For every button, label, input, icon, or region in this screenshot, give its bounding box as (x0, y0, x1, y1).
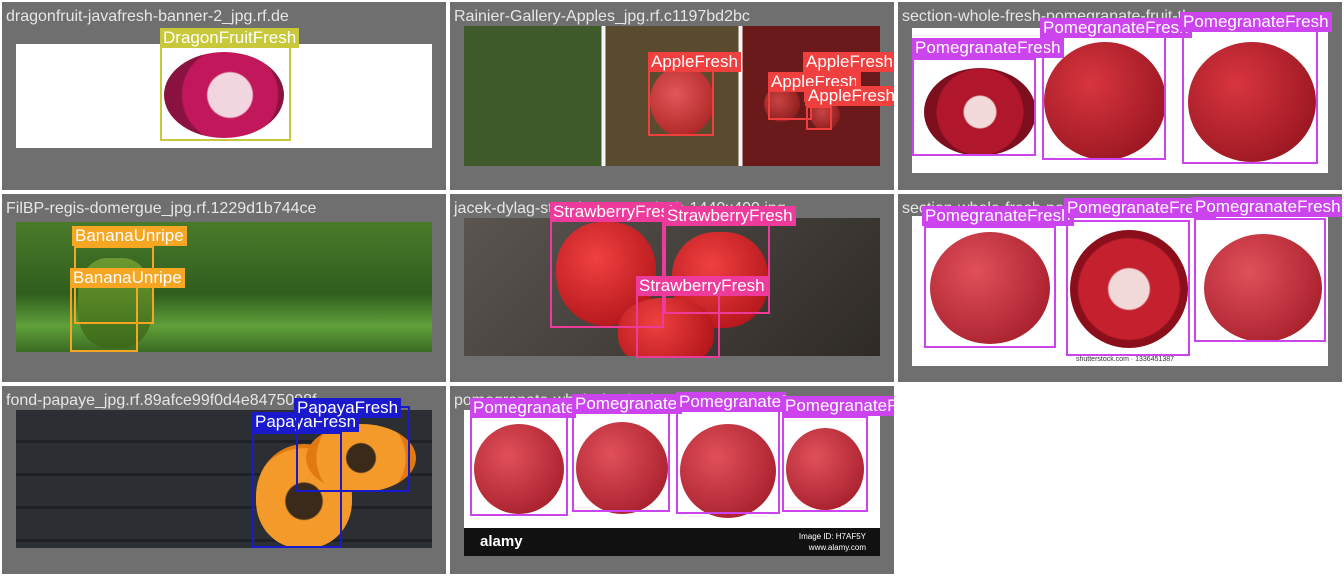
bbox-label: PomegranateFresh (572, 394, 682, 414)
photo-pomegranates: alamy Image ID: H7AF5Y www.alamy.com (464, 410, 880, 556)
watermark: shutterstock.com · 1336451387 (1076, 356, 1175, 363)
tile-title: FilBP-regis-domergue_jpg.rf.1229d1b744ce (6, 200, 317, 217)
pomegranate-shape (1044, 42, 1166, 160)
photo-dragonfruit (16, 44, 432, 148)
bbox-pomegranate (1066, 220, 1190, 356)
tile-pomegranates-top[interactable]: section-whole-fresh-pomegranate-fruit-th… (898, 2, 1342, 190)
photo-pomegranates (912, 28, 1328, 173)
image-footer: alamy Image ID: H7AF5Y www.alamy.com (464, 528, 880, 556)
bbox-label: PomegranateFresh (1180, 12, 1332, 32)
brand-logo: alamy (480, 533, 523, 550)
photo-papaya (16, 410, 432, 548)
bbox-label: BananaUnripe (72, 226, 187, 246)
bbox-label: StrawberryFresh (550, 202, 682, 222)
tile-papaya[interactable]: fond-papaye_jpg.rf.89afce99f0d4e8475098f… (2, 386, 446, 574)
image-url: www.alamy.com (808, 543, 866, 552)
tile-title: dragonfruit-javafresh-banner-2_jpg.rf.de (6, 8, 289, 25)
pomegranate-shape (680, 424, 776, 518)
bbox-label: PomegranateFresh (1192, 197, 1342, 217)
bbox-pomegranate (912, 58, 1036, 156)
image-id: Image ID: H7AF5Y (798, 532, 866, 541)
bbox-label: PomegranateFresh (676, 392, 786, 412)
bbox-pomegranate (470, 414, 568, 516)
bbox-label: PapayaFresh (294, 398, 402, 418)
tile-pomegranates-bottom[interactable]: pomegranate-whole-fresh-alamy-set.jpg al… (450, 386, 894, 574)
tile-bananas[interactable]: FilBP-regis-domergue_jpg.rf.1229d1b744ce… (2, 194, 446, 382)
pomegranate-shape (1204, 234, 1322, 342)
bbox-label: StrawberryFresh (664, 206, 796, 226)
tile-apples[interactable]: Rainier-Gallery-Apples_jpg.rf.c1197bd2bc… (450, 2, 894, 190)
bbox-apple (648, 62, 714, 136)
tile-dragonfruit[interactable]: dragonfruit-javafresh-banner-2_jpg.rf.de… (2, 2, 446, 190)
photo-pomegranates: shutterstock.com · 1336451387 (912, 216, 1328, 366)
bbox-banana (70, 280, 138, 352)
bbox-label: PomegranateFresh (922, 206, 1074, 226)
apple-shape (764, 86, 800, 122)
bbox-pomegranate (572, 412, 670, 512)
dragonfruit-shape (164, 52, 284, 138)
bbox-pomegranate (1182, 30, 1318, 164)
pomegranate-shape (1188, 42, 1316, 162)
bbox-dragonfruit (160, 42, 291, 141)
bbox-pomegranate (1042, 36, 1166, 160)
bbox-label: AppleFresh (805, 86, 894, 106)
bbox-label: BananaUnripe (70, 268, 185, 288)
apple-shape (650, 66, 714, 136)
tile-title: fond-papaye_jpg.rf.89afce99f0d4e8475098f (6, 392, 317, 409)
bbox-pomegranate (782, 416, 868, 512)
tile-title: Rainier-Gallery-Apples_jpg.rf.c1197bd2bc (454, 8, 750, 25)
bbox-label: PomegranateFresh (470, 398, 576, 418)
bbox-label: PomegranateFresh (912, 38, 1064, 58)
pomegranate-shape (786, 428, 864, 510)
pomegranate-shape (930, 232, 1050, 344)
bbox-label: PomegranateFresh (782, 396, 894, 416)
pomegranate-shape (924, 68, 1036, 156)
bbox-pomegranate (676, 410, 780, 514)
papaya-shape (306, 424, 416, 492)
bbox-pomegranate (924, 226, 1056, 348)
bbox-label: AppleFresh (803, 52, 894, 72)
tile-pomegranates-mid[interactable]: section-whole-fresh-pomegranates-isolate… (898, 194, 1342, 382)
bbox-label: DragonFruitFresh (160, 28, 300, 48)
bbox-label: PomegranateFresh (1064, 198, 1216, 218)
bbox-apple (806, 106, 832, 130)
bbox-pomegranate (1194, 218, 1326, 342)
pomegranate-shape (474, 424, 564, 514)
tile-strawberries[interactable]: jacek-dylag-strawberry-unsplash-1440x400… (450, 194, 894, 382)
bbox-label: PomegranateFresh (1040, 18, 1192, 38)
bbox-strawberry (636, 294, 720, 358)
bbox-papaya (296, 406, 410, 492)
bbox-label: AppleFresh (648, 52, 741, 72)
bbox-label: StrawberryFresh (636, 276, 768, 296)
pomegranate-shape (576, 422, 668, 514)
pomegranate-shape (1070, 230, 1188, 348)
